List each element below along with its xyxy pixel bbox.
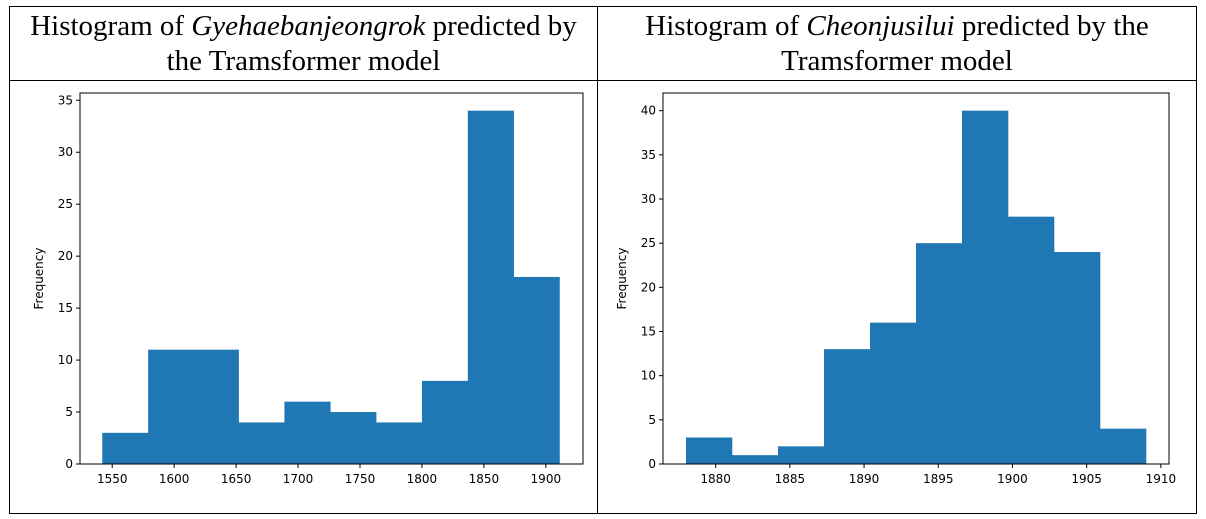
histogram-bar bbox=[870, 322, 917, 464]
y-tick-label: 25 bbox=[58, 197, 73, 211]
histogram-bar bbox=[1054, 252, 1101, 464]
histogram-bar bbox=[1008, 216, 1055, 464]
histogram-bar bbox=[962, 110, 1009, 465]
title-italic-name: Cheonjusilui bbox=[806, 10, 955, 42]
x-tick-label: 1600 bbox=[159, 472, 190, 486]
histogram-bar bbox=[916, 243, 963, 464]
y-tick-label: 35 bbox=[641, 148, 656, 162]
x-tick-label: 1550 bbox=[97, 472, 128, 486]
y-tick-label: 30 bbox=[641, 192, 656, 206]
y-tick-label: 10 bbox=[641, 369, 656, 383]
figure-frame bbox=[9, 6, 1197, 514]
histogram-bar bbox=[686, 437, 733, 464]
histogram-bar bbox=[467, 110, 514, 465]
y-tick-label: 0 bbox=[648, 457, 656, 471]
y-tick-label: 20 bbox=[58, 249, 73, 263]
histogram-bar bbox=[732, 455, 779, 464]
y-axis-label: Frequency bbox=[32, 248, 46, 310]
histogram-chart-left: 0 5 10 15 20 25 30 35 1550 1600 1650 1700 1750 1800 18… bbox=[32, 92, 584, 486]
histogram-bar bbox=[1100, 428, 1147, 464]
x-tick-label: 1885 bbox=[775, 472, 806, 486]
y-tick-label: 40 bbox=[641, 104, 656, 118]
y-tick-label: 15 bbox=[58, 301, 73, 315]
histogram-bar bbox=[192, 349, 239, 464]
x-tick-label: 1890 bbox=[849, 472, 880, 486]
histogram-bar bbox=[824, 349, 871, 464]
histogram-bar bbox=[102, 432, 149, 464]
x-tick-label: 1895 bbox=[923, 472, 954, 486]
histogram-chart-right: 0 5 10 15 20 25 30 35 40 1880 1885 1890 1895 1900 1905… bbox=[615, 92, 1177, 486]
y-axis-label: Frequency bbox=[615, 248, 629, 310]
panel-divider-vertical bbox=[597, 6, 598, 514]
y-tick-label: 20 bbox=[641, 280, 656, 294]
x-tick-label: 1910 bbox=[1146, 472, 1177, 486]
x-tick-label: 1650 bbox=[221, 472, 252, 486]
x-tick-label: 1850 bbox=[469, 472, 500, 486]
x-tick-label: 1750 bbox=[345, 472, 376, 486]
y-tick-label: 30 bbox=[58, 145, 73, 159]
y-tick-label: 0 bbox=[65, 457, 73, 471]
title-divider-horizontal bbox=[9, 80, 1197, 81]
histogram-bar bbox=[778, 446, 825, 464]
histogram-bar bbox=[330, 412, 377, 464]
chart-title-left: Histogram of Gyehaebanjeongrok predicted… bbox=[10, 8, 597, 80]
plot-area-frame bbox=[79, 92, 584, 465]
y-tick-label: 35 bbox=[58, 93, 73, 107]
x-tick-label: 1900 bbox=[531, 472, 562, 486]
y-tick-label: 5 bbox=[65, 405, 73, 419]
histogram-bar bbox=[284, 401, 331, 464]
x-tick-label: 1700 bbox=[283, 472, 314, 486]
y-tick-label: 15 bbox=[641, 325, 656, 339]
title-prefix: Histogram of bbox=[645, 10, 807, 42]
chart-title-right: Histogram of Cheonjusilui predicted by t… bbox=[598, 8, 1196, 80]
x-tick-label: 1800 bbox=[407, 472, 438, 486]
y-tick-label: 25 bbox=[641, 236, 656, 250]
histogram-bar bbox=[376, 422, 423, 464]
y-tick-label: 5 bbox=[648, 413, 656, 427]
histogram-bar bbox=[148, 349, 194, 464]
title-prefix: Histogram of bbox=[30, 10, 192, 42]
title-suffix: predicted by the Tramsformer model bbox=[166, 10, 577, 77]
x-tick-label: 1880 bbox=[700, 472, 731, 486]
x-tick-label: 1905 bbox=[1071, 472, 1102, 486]
histogram-bar bbox=[421, 380, 469, 464]
plot-area-frame bbox=[662, 92, 1170, 465]
x-tick-label: 1900 bbox=[997, 472, 1028, 486]
title-italic-name: Gyehaebanjeongrok bbox=[191, 10, 426, 42]
y-tick-label: 10 bbox=[58, 353, 73, 367]
histogram-bar bbox=[513, 276, 560, 464]
title-suffix: predicted by the Tramsformer model bbox=[781, 10, 1149, 77]
histogram-bar bbox=[238, 422, 285, 464]
